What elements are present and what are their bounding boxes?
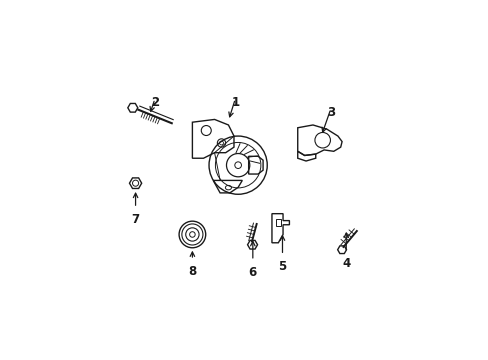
- Text: 4: 4: [342, 257, 350, 270]
- Text: 3: 3: [326, 105, 334, 118]
- Text: 5: 5: [278, 260, 286, 273]
- Text: 6: 6: [248, 266, 256, 279]
- Text: 2: 2: [151, 96, 159, 109]
- Text: 1: 1: [231, 96, 239, 109]
- Text: 7: 7: [131, 213, 140, 226]
- Text: 8: 8: [188, 265, 196, 278]
